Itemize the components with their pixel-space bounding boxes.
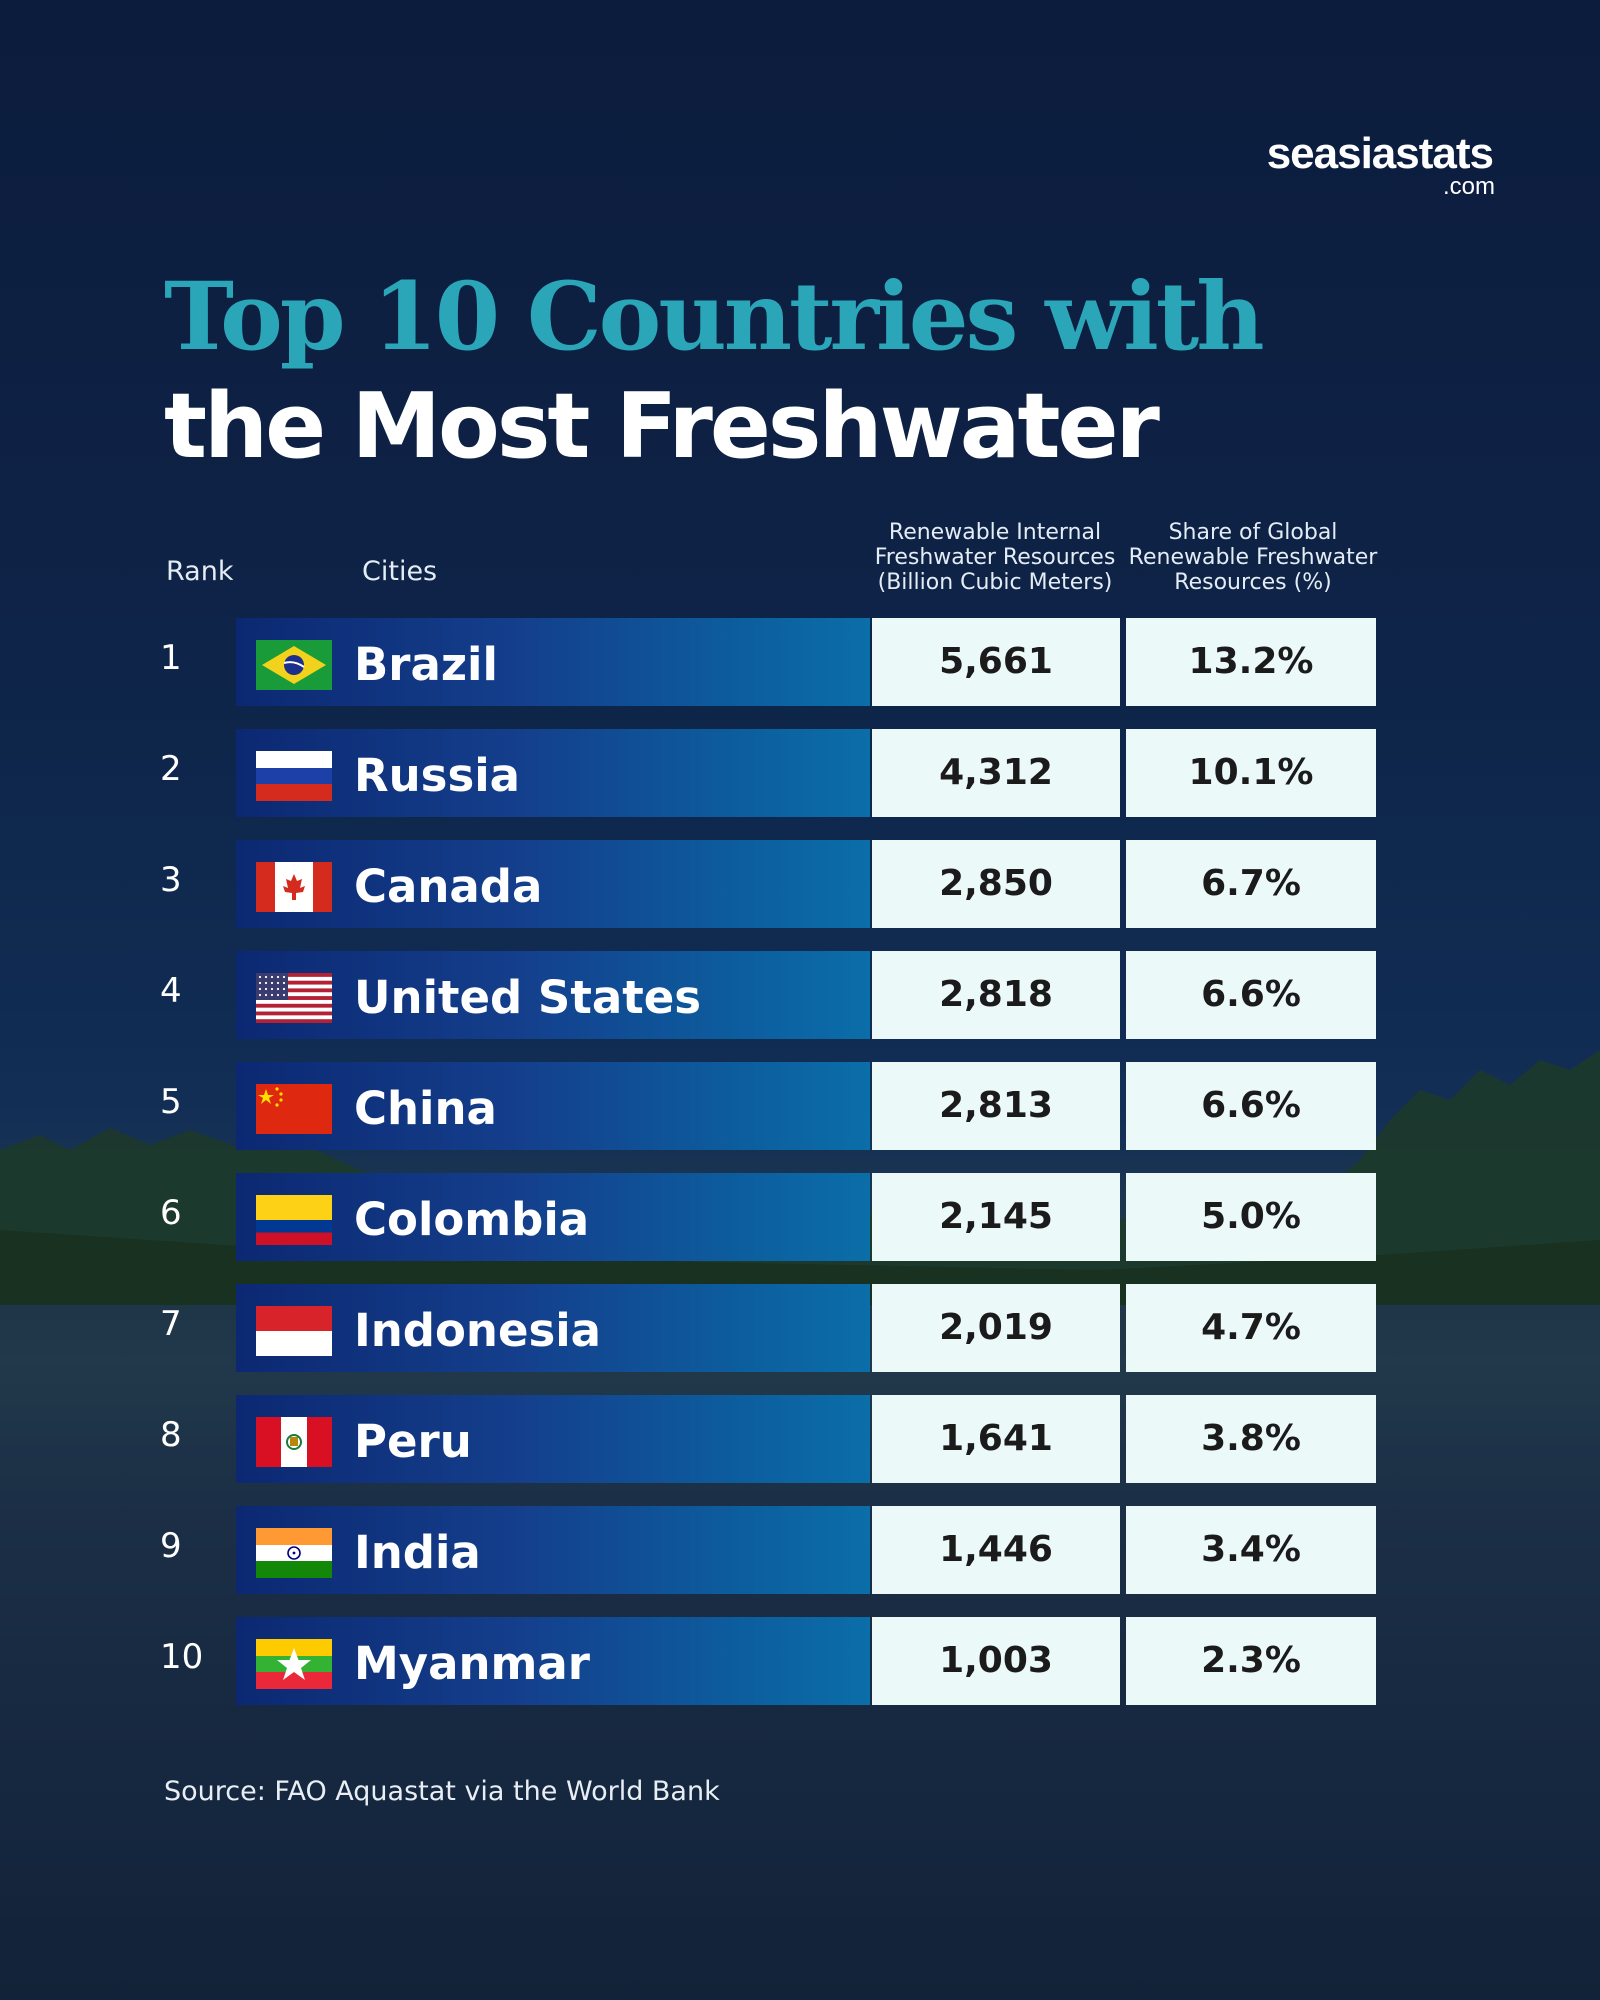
table-row: 3 Canada 2,850 6.7%: [0, 840, 1600, 928]
country-name: United States: [354, 971, 702, 1024]
country-cell: Russia: [236, 729, 870, 817]
rank-number: 9: [160, 1526, 182, 1566]
rank-number: 5: [160, 1082, 182, 1122]
country-cell: Brazil: [236, 618, 870, 706]
resources-value: 2,019: [872, 1284, 1120, 1372]
rank-number: 1: [160, 638, 182, 678]
header-share-line: Share of Global: [1168, 520, 1338, 545]
rank-number: 8: [160, 1415, 182, 1455]
country-cell: India: [236, 1506, 870, 1594]
share-value: 10.1%: [1126, 729, 1376, 817]
resources-value: 2,145: [872, 1173, 1120, 1261]
resources-value: 1,641: [872, 1395, 1120, 1483]
country-cell: China: [236, 1062, 870, 1150]
table-row: 8 Peru 1,641 3.8%: [0, 1395, 1600, 1483]
india-flag-icon: [256, 1528, 332, 1578]
country-name: Canada: [354, 860, 543, 913]
country-cell: United States: [236, 951, 870, 1039]
header-share-line: Resources (%): [1174, 570, 1332, 595]
resources-value: 1,446: [872, 1506, 1120, 1594]
source-note: Source: FAO Aquastat via the World Bank: [164, 1776, 720, 1807]
header-share-line: Renewable Freshwater: [1128, 545, 1378, 570]
share-value: 2.3%: [1126, 1617, 1376, 1705]
brazil-flag-icon: [256, 640, 332, 690]
table-row: 10 Myanmar 1,003 2.3%: [0, 1617, 1600, 1705]
header-resources-line: (Billion Cubic Meters): [877, 570, 1113, 595]
rank-number: 3: [160, 860, 182, 900]
table-row: 2 Russia 4,312 10.1%: [0, 729, 1600, 817]
rank-number: 7: [160, 1304, 182, 1344]
share-value: 13.2%: [1126, 618, 1376, 706]
country-cell: Indonesia: [236, 1284, 870, 1372]
share-value: 6.6%: [1126, 951, 1376, 1039]
country-name: Indonesia: [354, 1304, 602, 1357]
country-name: China: [354, 1082, 497, 1135]
country-cell: Myanmar: [236, 1617, 870, 1705]
header-resources-line: Freshwater Resources: [874, 545, 1116, 570]
table-row: 9 India 1,446 3.4%: [0, 1506, 1600, 1594]
colombia-flag-icon: [256, 1195, 332, 1245]
share-value: 3.8%: [1126, 1395, 1376, 1483]
resources-value: 5,661: [872, 618, 1120, 706]
canada-flag-icon: [256, 862, 332, 912]
country-name: Brazil: [354, 638, 498, 691]
resources-value: 2,813: [872, 1062, 1120, 1150]
country-cell: Canada: [236, 840, 870, 928]
table-row: 6 Colombia 2,145 5.0%: [0, 1173, 1600, 1261]
table-row: 1 Brazil 5,661 13.2%: [0, 618, 1600, 706]
header-resources-line: Renewable Internal: [888, 520, 1102, 545]
usa-flag-icon: [256, 973, 332, 1023]
rank-number: 10: [160, 1637, 204, 1677]
share-value: 6.7%: [1126, 840, 1376, 928]
resources-value: 4,312: [872, 729, 1120, 817]
rank-number: 6: [160, 1193, 182, 1233]
title-line-1: Top 10 Countries with: [164, 262, 1265, 372]
rank-number: 4: [160, 971, 182, 1011]
myanmar-flag-icon: [256, 1639, 332, 1689]
table-row: 4 United States 2,818 6.6%: [0, 951, 1600, 1039]
brand-logo-domain: .com: [1442, 173, 1495, 200]
header-share: Share of Global Renewable Freshwater Res…: [1128, 520, 1378, 595]
header-resources: Renewable Internal Freshwater Resources …: [870, 520, 1120, 595]
resources-value: 2,850: [872, 840, 1120, 928]
country-cell: Colombia: [236, 1173, 870, 1261]
share-value: 5.0%: [1126, 1173, 1376, 1261]
share-value: 3.4%: [1126, 1506, 1376, 1594]
brand-logo: seasiastats .com: [1248, 129, 1495, 200]
country-name: Colombia: [354, 1193, 590, 1246]
country-name: Myanmar: [354, 1637, 590, 1690]
country-cell: Peru: [236, 1395, 870, 1483]
russia-flag-icon: [256, 751, 332, 801]
resources-value: 1,003: [872, 1617, 1120, 1705]
title-line-2: the Most Freshwater: [164, 374, 1160, 479]
resources-value: 2,818: [872, 951, 1120, 1039]
table-row: 7 Indonesia 2,019 4.7%: [0, 1284, 1600, 1372]
indonesia-flag-icon: [256, 1306, 332, 1356]
share-value: 6.6%: [1126, 1062, 1376, 1150]
share-value: 4.7%: [1126, 1284, 1376, 1372]
header-cities: Cities: [362, 556, 438, 587]
country-name: India: [354, 1526, 481, 1579]
rank-number: 2: [160, 749, 182, 789]
header-rank: Rank: [166, 556, 234, 587]
country-name: Peru: [354, 1415, 472, 1468]
table-row: 5 China 2,813 6.6%: [0, 1062, 1600, 1150]
china-flag-icon: [256, 1084, 332, 1134]
country-name: Russia: [354, 749, 521, 802]
brand-logo-main: seasiastats: [1266, 129, 1494, 178]
peru-flag-icon: [256, 1417, 332, 1467]
